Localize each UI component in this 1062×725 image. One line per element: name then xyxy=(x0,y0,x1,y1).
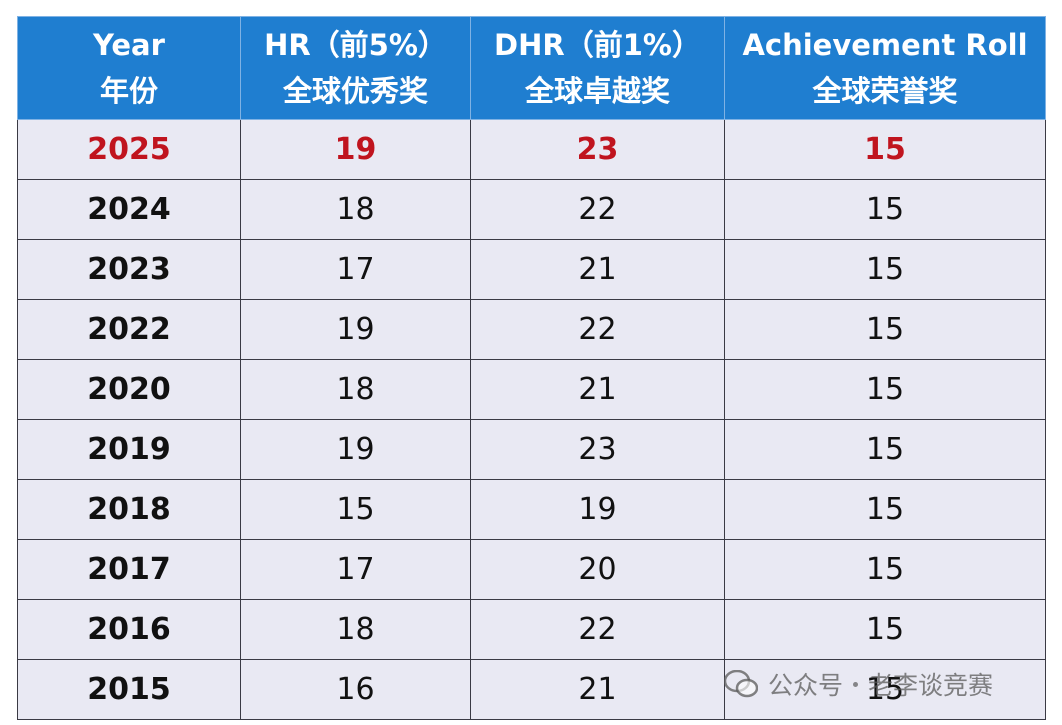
count-cell: 15 xyxy=(724,599,1046,660)
count-cell: 15 xyxy=(724,239,1046,300)
count-cell: 17 xyxy=(240,239,471,300)
header-label-en: HR（前5%） xyxy=(264,28,447,62)
count-cell: 22 xyxy=(470,179,725,240)
count-cell: 15 xyxy=(724,359,1046,420)
table-row: 2016 18 22 15 xyxy=(17,599,1046,660)
table-row: 2015 16 21 15 xyxy=(17,659,1046,720)
year-cell: 2023 xyxy=(17,239,241,300)
header-label-zh: 全球优秀奖 xyxy=(282,74,428,108)
header-cell: DHR（前1%） 全球卓越奖 xyxy=(470,16,725,120)
count-cell: 19 xyxy=(240,419,471,480)
count-cell: 16 xyxy=(240,659,471,720)
table-body: 2025 19 23 15 2024 18 22 15 2023 17 21 15 2022 19 22 15… xyxy=(17,119,1046,720)
count-cell: 18 xyxy=(240,359,471,420)
count-cell: 18 xyxy=(240,599,471,660)
header-label-en: Year xyxy=(93,28,165,62)
year-cell: 2020 xyxy=(17,359,241,420)
count-cell: 15 xyxy=(724,659,1046,720)
count-cell: 15 xyxy=(724,299,1046,360)
count-cell: 15 xyxy=(240,479,471,540)
count-cell: 18 xyxy=(240,179,471,240)
watermark-account: 公众号 xyxy=(768,671,844,700)
count-cell: 23 xyxy=(470,119,725,180)
table-row: 2017 17 20 15 xyxy=(17,539,1046,600)
count-cell: 15 xyxy=(724,179,1046,240)
header-label-en: DHR（前1%） xyxy=(494,28,701,62)
year-cell: 2024 xyxy=(17,179,241,240)
year-cell: 2022 xyxy=(17,299,241,360)
table-row: 2023 17 21 15 xyxy=(17,239,1046,300)
count-cell: 15 xyxy=(724,479,1046,540)
watermark-name: 老李谈竞赛 xyxy=(868,671,994,700)
count-cell: 21 xyxy=(470,239,725,300)
table-row: 2020 18 21 15 xyxy=(17,359,1046,420)
table-row: 2025 19 23 15 xyxy=(17,119,1046,180)
table-row: 2022 19 22 15 xyxy=(17,299,1046,360)
year-cell: 2018 xyxy=(17,479,241,540)
year-cell: 2025 xyxy=(17,119,241,180)
count-cell: 22 xyxy=(470,299,725,360)
header-row: Year 年份 HR（前5%） 全球优秀奖 DHR（前1%） 全球卓越奖 Achieveme… xyxy=(17,16,1046,120)
count-cell: 23 xyxy=(470,419,725,480)
count-cell: 19 xyxy=(240,299,471,360)
header-label-en: Achievement Roll xyxy=(742,28,1028,62)
header-label-zh: 全球卓越奖 xyxy=(524,74,670,108)
count-cell: 19 xyxy=(240,119,471,180)
count-cell: 17 xyxy=(240,539,471,600)
table-row: 2019 19 23 15 xyxy=(17,419,1046,480)
table-row: 2024 18 22 15 xyxy=(17,179,1046,240)
separator-dot xyxy=(853,681,859,687)
header-cell: HR（前5%） 全球优秀奖 xyxy=(240,16,471,120)
count-cell: 15 xyxy=(724,539,1046,600)
count-cell: 19 xyxy=(470,479,725,540)
count-cell: 22 xyxy=(470,599,725,660)
count-cell: 20 xyxy=(470,539,725,600)
year-cell: 2019 xyxy=(17,419,241,480)
year-cell: 2015 xyxy=(17,659,241,720)
watermark: 公众号 老李谈竞赛 xyxy=(724,664,993,704)
header-cell: Achievement Roll 全球荣誉奖 xyxy=(724,16,1046,120)
award-table: Year 年份 HR（前5%） 全球优秀奖 DHR（前1%） 全球卓越奖 Achieveme… xyxy=(17,16,1046,720)
table-row: 2018 15 19 15 xyxy=(17,479,1046,540)
header-label-zh: 年份 xyxy=(99,74,158,108)
count-cell: 15 xyxy=(724,119,1046,180)
header-cell: Year 年份 xyxy=(17,16,241,120)
year-cell: 2016 xyxy=(17,599,241,660)
count-cell: 15 xyxy=(724,419,1046,480)
count-cell: 21 xyxy=(470,359,725,420)
count-cell: 21 xyxy=(470,659,725,720)
year-cell: 2017 xyxy=(17,539,241,600)
wechat-icon xyxy=(724,670,758,698)
header-label-zh: 全球荣誉奖 xyxy=(812,74,958,108)
